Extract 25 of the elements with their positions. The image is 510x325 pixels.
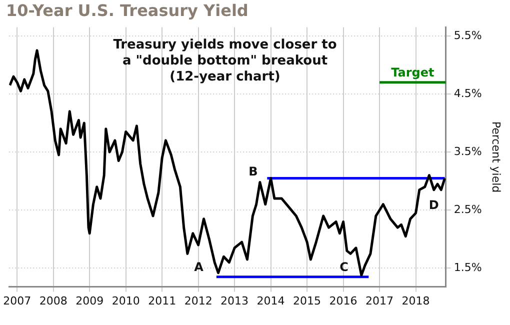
y-tick-label: 1.5% <box>454 261 482 274</box>
annotation: D <box>428 198 439 212</box>
x-tick-label: 2016 <box>329 294 358 308</box>
x-tick-label: 2010 <box>112 294 140 308</box>
annotation: C <box>340 260 349 274</box>
y-tick-label: 2.5% <box>454 203 482 216</box>
x-tick-label: 2009 <box>76 294 104 308</box>
y-tick-label: 4.5% <box>454 86 482 100</box>
y-axis-title: Percent yield <box>490 121 503 193</box>
x-tick-label: 2015 <box>293 294 322 308</box>
x-tick-label: 2014 <box>256 294 285 308</box>
x-tick-label: 2008 <box>39 294 68 308</box>
x-tick-label: 2018 <box>402 294 430 308</box>
x-tick-label: 2007 <box>3 294 32 308</box>
x-tick-label: 2012 <box>184 294 212 308</box>
annotation: B <box>248 164 258 178</box>
y-tick-label: 5.5% <box>454 28 482 42</box>
x-tick-label: 2013 <box>220 294 249 308</box>
annotation: Treasury yields move closer to a "double bottom" breakout (12-year chart) <box>113 37 337 84</box>
x-tick-label: 2011 <box>148 294 176 308</box>
chart-title: 10-Year U.S. Treasury Yield <box>6 0 248 20</box>
x-tick-label: 2017 <box>366 294 394 308</box>
series-label: Target <box>391 65 435 80</box>
annotation: A <box>194 260 204 274</box>
y-tick-label: 3.5% <box>454 144 482 158</box>
